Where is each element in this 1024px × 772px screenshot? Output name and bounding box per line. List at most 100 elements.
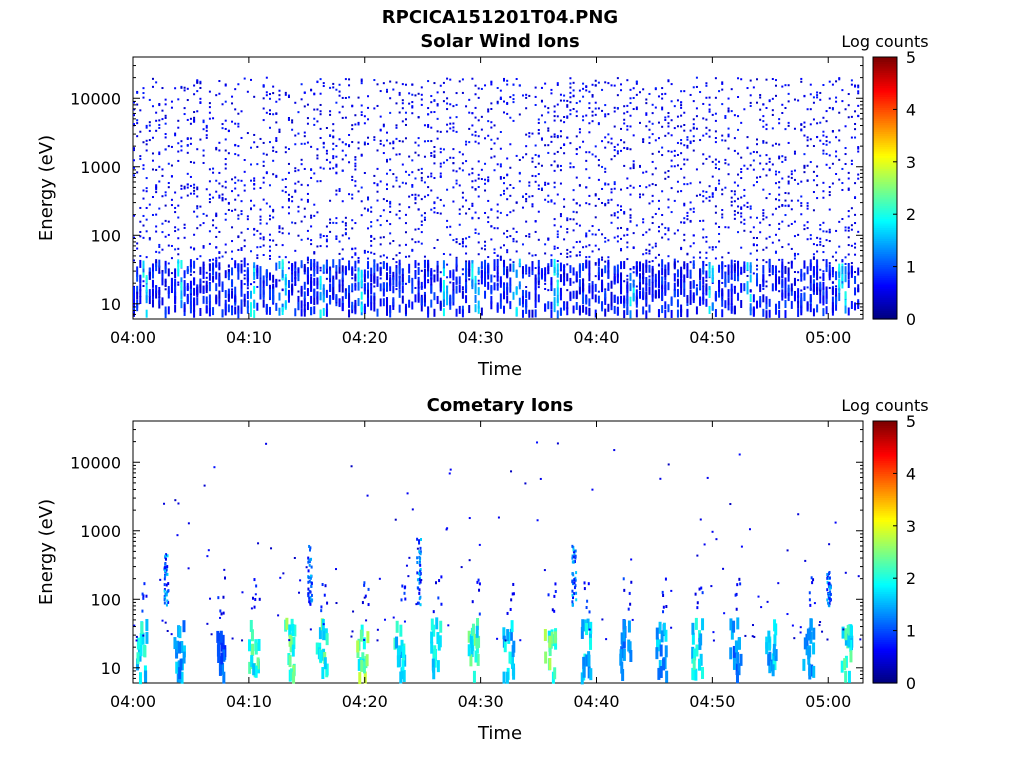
cell — [316, 148, 318, 150]
cell — [611, 214, 613, 216]
cell — [345, 232, 347, 234]
cell — [358, 123, 360, 125]
cell — [405, 124, 407, 126]
cell — [674, 127, 676, 129]
cell — [231, 102, 233, 104]
cell — [231, 178, 233, 180]
cell — [655, 647, 658, 659]
cell — [339, 190, 341, 192]
cell — [848, 253, 850, 255]
cell — [778, 194, 780, 196]
cell — [196, 195, 198, 197]
cell — [411, 286, 413, 294]
cell — [550, 259, 552, 267]
cell — [680, 309, 682, 317]
cell — [832, 84, 834, 86]
cell — [263, 287, 265, 295]
cell — [272, 150, 274, 152]
cell — [645, 231, 647, 233]
cell — [595, 84, 597, 86]
cell — [857, 284, 859, 292]
cell — [816, 250, 818, 252]
cell — [547, 107, 549, 109]
cell — [269, 239, 271, 241]
cell — [141, 610, 143, 613]
cell — [775, 173, 777, 175]
cell — [329, 222, 331, 224]
cell — [481, 276, 483, 284]
cell — [310, 177, 312, 179]
cell — [168, 221, 170, 223]
cell — [165, 236, 167, 238]
cell — [705, 97, 707, 99]
cell — [531, 205, 533, 207]
cell — [525, 299, 527, 307]
cell — [351, 256, 353, 258]
cell — [351, 219, 353, 221]
cell — [364, 142, 366, 144]
cell — [446, 124, 448, 126]
cell — [465, 141, 467, 143]
cell — [550, 302, 552, 310]
cell — [468, 278, 470, 280]
cell — [155, 285, 157, 293]
cell — [633, 232, 635, 234]
cell — [370, 274, 372, 282]
cell — [784, 192, 786, 194]
cell — [557, 295, 559, 303]
cell — [367, 95, 369, 97]
cell — [430, 209, 432, 211]
cell — [215, 283, 217, 291]
cell — [218, 93, 220, 95]
cell — [478, 280, 480, 282]
cell — [788, 262, 790, 264]
cell — [478, 241, 480, 243]
cell — [680, 152, 682, 154]
cell — [740, 285, 742, 293]
cell — [809, 591, 811, 594]
cell — [335, 272, 337, 280]
cell — [557, 151, 559, 153]
cell — [803, 273, 805, 281]
cell — [471, 168, 473, 170]
cell — [851, 207, 853, 209]
cell — [418, 542, 420, 545]
cell — [308, 545, 310, 548]
cell — [702, 236, 704, 238]
cell — [664, 310, 666, 318]
cell — [405, 283, 407, 285]
cell — [497, 204, 499, 206]
cell — [348, 285, 350, 293]
cell — [509, 235, 511, 237]
cell — [275, 175, 277, 177]
cell — [386, 272, 388, 280]
cell — [484, 245, 486, 247]
cell — [367, 198, 369, 200]
cell — [247, 215, 249, 217]
cell — [146, 207, 148, 209]
cell — [525, 107, 527, 109]
cell — [259, 209, 261, 211]
cell — [576, 291, 578, 299]
cell — [788, 274, 790, 282]
cell — [158, 208, 160, 210]
cell — [811, 576, 813, 579]
cell — [452, 162, 454, 164]
cell — [446, 286, 448, 294]
cell — [775, 198, 777, 200]
cell — [848, 244, 850, 246]
cell — [661, 630, 664, 642]
cell — [155, 225, 157, 227]
cell — [528, 236, 530, 238]
cell — [803, 122, 805, 124]
cell — [614, 266, 616, 274]
cell — [756, 177, 758, 179]
cell — [604, 115, 606, 117]
cell — [620, 261, 622, 269]
cell — [626, 279, 628, 281]
cell — [636, 224, 638, 226]
cell — [392, 89, 394, 91]
cell — [310, 274, 312, 276]
cell — [743, 230, 745, 232]
cell — [571, 600, 573, 603]
